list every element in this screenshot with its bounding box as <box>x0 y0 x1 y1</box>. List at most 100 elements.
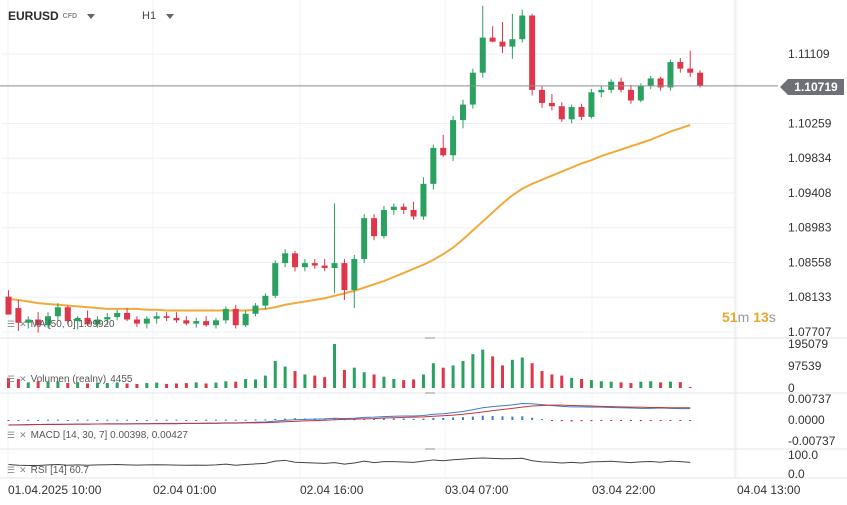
rsi-tick-label: 100.0 <box>788 448 818 462</box>
candle-body <box>627 89 634 101</box>
macd-histogram-bar <box>402 418 405 420</box>
macd-histogram-bar <box>244 419 247 421</box>
volume-bar <box>520 357 524 388</box>
macd-histogram-bar <box>224 419 227 421</box>
price-tick-label: 1.10259 <box>788 116 832 130</box>
macd-tick-label: 0.00737 <box>788 392 832 406</box>
volume-bar <box>86 383 90 388</box>
volume-bar <box>95 382 99 388</box>
candle-body <box>410 209 417 217</box>
price-tick-label: 1.08558 <box>788 255 832 269</box>
candle-body <box>203 321 210 326</box>
candle-body <box>301 263 308 268</box>
macd-histogram-bar <box>392 418 395 420</box>
volume-bar <box>530 363 534 388</box>
macd-histogram-bar <box>17 420 20 421</box>
candle-body <box>282 253 289 264</box>
menu-icon[interactable]: ☰ <box>7 430 16 440</box>
price-tick-label: 1.07707 <box>788 325 832 339</box>
volume-bar <box>342 369 346 388</box>
volume-bar <box>481 349 485 388</box>
volume-bar <box>540 371 544 388</box>
close-icon[interactable]: ✕ <box>19 465 27 475</box>
volume-bar <box>333 344 337 388</box>
price-tick-label: 1.08133 <box>788 290 832 304</box>
rsi-pane <box>8 457 691 466</box>
volume-bar <box>619 382 623 388</box>
candle-body <box>232 308 239 326</box>
volume-bar <box>105 383 109 388</box>
current-price-tag: 1.10719 <box>780 79 844 95</box>
candle-body <box>84 317 91 325</box>
macd-tick-label: 0.0000 <box>788 413 825 427</box>
candle-body <box>529 15 536 90</box>
ma-series-line <box>8 124 691 312</box>
close-icon[interactable]: ✕ <box>19 430 27 440</box>
timeframe-selector[interactable]: H1 <box>142 6 175 26</box>
timer-minutes-unit: m <box>737 309 750 325</box>
macd-histogram-bar <box>521 416 524 420</box>
macd-label-text: MACD [14, 30, 7] 0.00398, 0.00427 <box>30 430 188 441</box>
candle-body <box>450 120 457 156</box>
pane-resize-handle <box>425 448 435 450</box>
macd-histogram-bar <box>145 420 148 421</box>
macd-histogram-bar <box>471 416 474 420</box>
menu-icon[interactable]: ☰ <box>7 465 16 475</box>
macd-histogram-bar <box>37 420 40 421</box>
macd-histogram-bar <box>254 419 257 421</box>
volume-bar <box>402 380 406 388</box>
macd-indicator-label[interactable]: ☰ ✕ MACD [14, 30, 7] 0.00398, 0.00427 <box>7 430 188 441</box>
menu-icon[interactable]: ☰ <box>7 319 16 329</box>
rsi-indicator-label[interactable]: ☰ ✕ RSI [14] 60.7 <box>7 465 89 476</box>
close-icon[interactable]: ✕ <box>19 319 27 329</box>
candle-body <box>15 308 22 323</box>
ma-indicator-label[interactable]: ☰ ✕ MA [50, 0] 1.09920 <box>7 319 115 330</box>
macd-line <box>8 402 691 426</box>
macd-histogram-bar <box>580 420 583 422</box>
close-icon[interactable]: ✕ <box>19 374 27 384</box>
candle-body <box>687 68 694 73</box>
menu-icon[interactable]: ☰ <box>7 374 16 384</box>
macd-histogram-bar <box>570 420 573 422</box>
macd-histogram-bar <box>27 419 30 421</box>
pane-resize-handle <box>425 337 435 339</box>
candle-body <box>242 313 249 326</box>
volume-bar <box>501 365 504 388</box>
volume-bar <box>145 383 149 388</box>
rsi-label-text: RSI [14] 60.7 <box>30 465 89 476</box>
price-tick-label: 1.09834 <box>788 151 832 165</box>
volume-label-text: Volumen (realny) <box>30 374 107 385</box>
volume-bar <box>76 382 80 388</box>
candle-body <box>657 78 664 88</box>
macd-histogram-bar <box>620 420 623 421</box>
macd-histogram-bar <box>432 418 435 420</box>
price-tick-label: 1.08983 <box>788 221 832 235</box>
chevron-down-icon[interactable] <box>166 13 175 19</box>
volume-tick-label: 195079 <box>788 337 828 351</box>
volume-bar <box>293 371 297 388</box>
candle-body <box>5 296 12 315</box>
volume-bar <box>115 382 119 388</box>
candle-body <box>390 206 397 210</box>
time-axis-label: 01.04.2025 10:00 <box>8 483 102 497</box>
macd-histogram-bar <box>106 419 109 421</box>
volume-bar <box>688 386 692 388</box>
candle-body <box>341 263 348 291</box>
macd-histogram-bar <box>511 416 514 420</box>
symbol-selector[interactable]: EURUSD CFD <box>8 6 96 26</box>
volume-bar <box>16 378 20 388</box>
volume-bar <box>599 381 603 388</box>
candle-countdown: 51m 13s <box>722 309 776 325</box>
macd-histogram-bar <box>669 420 672 421</box>
candle-body <box>558 106 565 120</box>
volume-bar <box>372 374 376 388</box>
candle-body <box>143 318 150 324</box>
volume-bar <box>550 374 554 388</box>
candle-body <box>568 107 575 120</box>
volume-bar <box>234 381 238 388</box>
volume-indicator-label[interactable]: ☰ ✕ Volumen (realny) 4455 <box>7 374 132 385</box>
chevron-down-icon[interactable] <box>87 13 96 19</box>
macd-histogram-bar <box>126 419 129 421</box>
candle-body <box>321 265 328 269</box>
